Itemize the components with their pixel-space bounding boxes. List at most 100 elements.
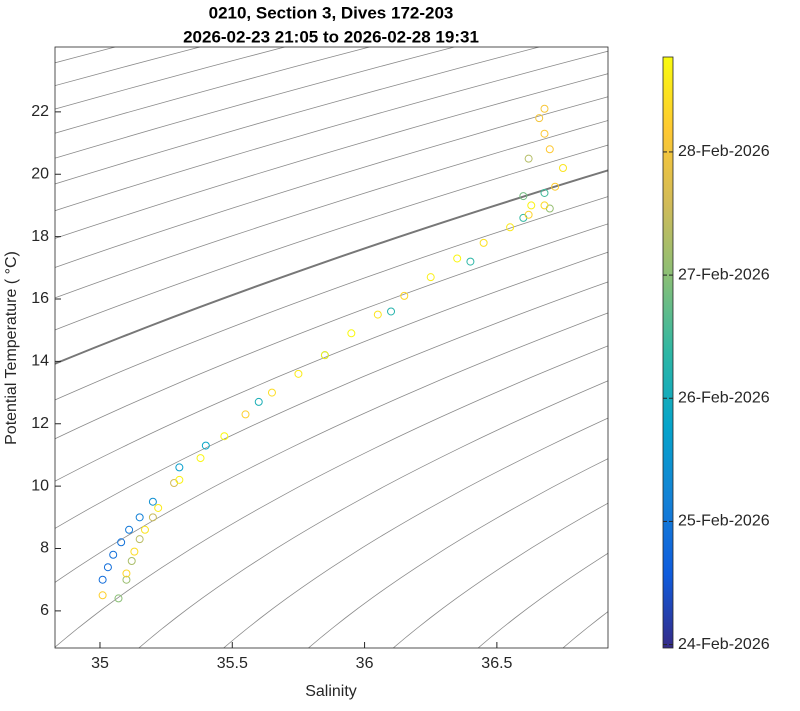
data-point [527, 201, 536, 210]
data-point [453, 254, 462, 263]
data-point [267, 388, 276, 397]
data-point [98, 575, 107, 584]
chart-subtitle: 2026-02-23 21:05 to 2026-02-28 19:31 [183, 27, 479, 46]
data-point [559, 164, 568, 173]
data-point [540, 104, 549, 113]
data-point [519, 192, 528, 201]
isopycnal [55, 169, 608, 365]
colorbar-tick-label: 25-Feb-2026 [678, 513, 770, 530]
data-point [127, 556, 136, 565]
isopycnal [55, 223, 608, 440]
data-point [196, 454, 205, 463]
data-point [294, 369, 303, 378]
isopycnal [55, 47, 370, 134]
data-point [130, 547, 139, 556]
data-point [506, 223, 515, 232]
x-tick-label: 36.5 [481, 655, 512, 672]
y-tick-label: 8 [40, 540, 49, 557]
data-point [540, 129, 549, 138]
isopycnal [562, 611, 608, 648]
scatter-points [98, 104, 568, 603]
y-tick-label: 22 [31, 103, 49, 120]
data-point [122, 575, 131, 584]
colorbar [662, 56, 674, 649]
data-point [135, 535, 144, 544]
data-point [320, 351, 329, 360]
x-tick-label: 35 [91, 655, 109, 672]
data-point [519, 213, 528, 222]
y-tick-label: 12 [31, 415, 49, 432]
y-tick-label: 10 [31, 477, 49, 494]
data-point [387, 307, 396, 316]
data-point [524, 154, 533, 163]
isopycnal [55, 73, 608, 239]
isopycnal [223, 417, 608, 648]
data-point [524, 210, 533, 219]
isopycnal [55, 47, 540, 185]
data-point [466, 257, 475, 266]
data-point [98, 591, 107, 600]
data-point [535, 114, 544, 123]
data-point [148, 513, 157, 522]
y-tick-label: 14 [31, 353, 49, 370]
colorbar-tick-label: 27-Feb-2026 [678, 266, 770, 283]
data-point [254, 397, 263, 406]
data-point [540, 188, 549, 197]
isopycnal [55, 120, 608, 299]
data-point [400, 291, 409, 300]
isopycnal [55, 345, 608, 648]
x-axis-label: Salinity [305, 683, 357, 700]
y-tick-label: 16 [31, 290, 49, 307]
isopycnal [55, 196, 608, 401]
data-point [122, 569, 131, 578]
data-point [135, 513, 144, 522]
x-tick-label: 35.5 [217, 655, 248, 672]
data-point [220, 432, 229, 441]
data-point [140, 525, 149, 534]
data-point [117, 538, 126, 547]
data-point [241, 410, 250, 419]
isopycnal [55, 47, 285, 110]
data-point [426, 273, 435, 282]
isopycnal [138, 380, 608, 648]
isopycnals [55, 47, 608, 648]
isopycnal [55, 312, 608, 583]
x-tick-label: 36 [356, 655, 374, 672]
isopycnal [392, 502, 608, 648]
data-point [373, 310, 382, 319]
colorbar-tick-label: 24-Feb-2026 [678, 636, 770, 653]
data-point [551, 182, 560, 191]
y-tick-label: 20 [31, 165, 49, 182]
plot-frame [54, 46, 609, 649]
data-point [347, 329, 356, 338]
y-tick-label: 18 [31, 228, 49, 245]
isopycnal [55, 281, 608, 529]
isopycnal [55, 144, 608, 331]
isopycnal [55, 47, 201, 87]
data-point [545, 204, 554, 213]
data-point [175, 475, 184, 484]
data-point [125, 525, 134, 534]
data-point [479, 238, 488, 247]
data-point [148, 497, 157, 506]
chart-title: 0210, Section 3, Dives 172-203 [209, 3, 454, 22]
data-point [114, 594, 123, 603]
data-point [540, 201, 549, 210]
data-point [154, 503, 163, 512]
isopycnal [55, 47, 455, 159]
isopycnal [308, 458, 608, 648]
data-point [201, 441, 210, 450]
colorbar-tick-label: 26-Feb-2026 [678, 389, 770, 406]
isopycnal [55, 96, 608, 268]
isopycnal [477, 552, 608, 648]
data-point [109, 550, 118, 559]
isopycnal [55, 50, 608, 212]
data-point [170, 479, 179, 488]
data-point [175, 463, 184, 472]
data-point [103, 563, 112, 572]
y-axis-label: Potential Temperature ( °C) [3, 251, 20, 445]
colorbar-tick-label: 28-Feb-2026 [678, 143, 770, 160]
data-point [545, 145, 554, 154]
